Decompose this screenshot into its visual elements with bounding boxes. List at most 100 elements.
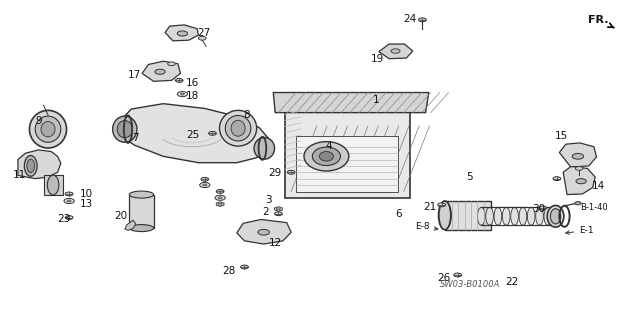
Ellipse shape [220, 110, 257, 146]
Ellipse shape [117, 121, 132, 138]
Ellipse shape [312, 147, 340, 166]
Text: 24: 24 [403, 13, 416, 24]
Text: 30: 30 [532, 204, 545, 214]
Ellipse shape [254, 137, 275, 159]
Text: 7: 7 [132, 133, 139, 143]
Polygon shape [563, 167, 595, 195]
Text: 9: 9 [35, 115, 42, 126]
Ellipse shape [304, 142, 349, 171]
Ellipse shape [35, 116, 61, 142]
Ellipse shape [129, 225, 154, 232]
Polygon shape [216, 202, 224, 206]
Text: 25: 25 [187, 130, 200, 140]
Circle shape [218, 197, 222, 199]
Ellipse shape [225, 115, 251, 141]
Ellipse shape [519, 207, 527, 225]
Circle shape [67, 200, 71, 202]
Circle shape [64, 198, 74, 204]
Polygon shape [142, 61, 180, 81]
Text: 22: 22 [506, 277, 518, 287]
Circle shape [575, 167, 583, 170]
Text: E-1: E-1 [566, 226, 594, 235]
Text: 5: 5 [466, 172, 472, 182]
Circle shape [553, 177, 561, 181]
Ellipse shape [494, 207, 502, 225]
Text: 13: 13 [80, 199, 93, 209]
Polygon shape [165, 25, 198, 41]
Text: E-8: E-8 [415, 222, 438, 231]
Bar [44, 175, 63, 195]
Ellipse shape [536, 207, 543, 225]
Circle shape [216, 189, 224, 193]
Ellipse shape [439, 201, 451, 230]
Polygon shape [379, 44, 413, 59]
Text: 28: 28 [223, 265, 236, 276]
Text: B-1-40: B-1-40 [580, 204, 607, 212]
Text: 16: 16 [186, 78, 198, 88]
Circle shape [177, 92, 188, 97]
Text: 6: 6 [395, 209, 401, 219]
Ellipse shape [27, 159, 35, 173]
Text: 11: 11 [13, 170, 26, 180]
Text: 14: 14 [592, 181, 605, 191]
Text: 17: 17 [128, 70, 141, 80]
Polygon shape [237, 219, 291, 244]
Text: 2: 2 [262, 207, 269, 217]
Ellipse shape [41, 122, 55, 137]
Bar [296, 136, 398, 192]
Circle shape [539, 206, 547, 210]
Text: 4: 4 [326, 141, 332, 151]
Circle shape [177, 31, 188, 36]
Circle shape [287, 170, 295, 174]
Text: 23: 23 [58, 214, 70, 225]
Text: 26: 26 [437, 272, 450, 283]
Circle shape [200, 182, 210, 188]
Circle shape [419, 18, 426, 22]
Ellipse shape [47, 175, 59, 195]
Ellipse shape [319, 152, 333, 161]
Circle shape [576, 179, 586, 184]
Bar [445, 201, 491, 230]
Circle shape [155, 69, 165, 74]
Circle shape [575, 202, 581, 205]
Text: FR.: FR. [588, 15, 614, 28]
Circle shape [201, 177, 209, 181]
Ellipse shape [486, 207, 493, 225]
Circle shape [454, 273, 461, 277]
Circle shape [175, 78, 183, 82]
Text: 15: 15 [556, 130, 568, 141]
Circle shape [572, 153, 584, 159]
Text: SW03-B0100A: SW03-B0100A [440, 280, 500, 289]
Ellipse shape [550, 209, 561, 224]
Text: 19: 19 [371, 54, 384, 64]
Text: 29: 29 [269, 168, 282, 178]
Ellipse shape [527, 207, 535, 225]
Circle shape [391, 49, 400, 53]
Ellipse shape [547, 205, 564, 227]
Polygon shape [273, 93, 429, 113]
Ellipse shape [113, 116, 137, 142]
Ellipse shape [29, 110, 67, 148]
Circle shape [180, 93, 184, 95]
Ellipse shape [477, 207, 485, 225]
Circle shape [65, 192, 73, 196]
Ellipse shape [231, 120, 245, 136]
Polygon shape [559, 143, 596, 167]
Text: 1: 1 [373, 95, 380, 106]
Text: 20: 20 [114, 211, 127, 221]
Text: 18: 18 [186, 91, 198, 101]
Circle shape [168, 62, 175, 66]
Circle shape [65, 216, 73, 219]
Ellipse shape [502, 207, 510, 225]
Bar [129, 195, 154, 228]
Text: 8: 8 [243, 110, 250, 120]
Polygon shape [125, 220, 136, 230]
Text: 10: 10 [80, 189, 93, 199]
Circle shape [198, 36, 206, 40]
Circle shape [203, 184, 207, 186]
Polygon shape [118, 104, 269, 163]
Ellipse shape [129, 191, 154, 198]
Text: 21: 21 [424, 202, 436, 212]
Circle shape [258, 229, 269, 235]
Circle shape [438, 203, 445, 207]
